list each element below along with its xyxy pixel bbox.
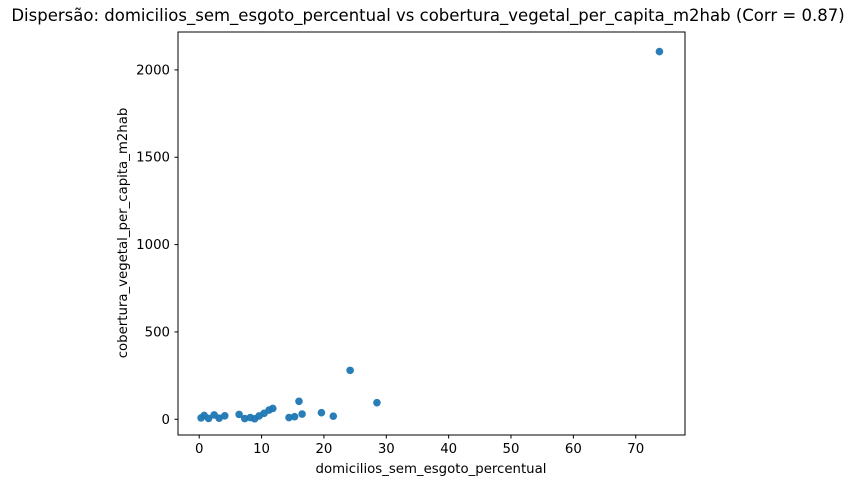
x-tick-label: 10 <box>253 442 270 457</box>
x-tick-label: 0 <box>195 442 203 457</box>
x-tick-label: 50 <box>503 442 520 457</box>
data-point <box>204 414 213 423</box>
y-tick-label: 1000 <box>136 238 170 253</box>
y-tick-label: 500 <box>145 325 170 340</box>
x-axis-ticks: 0 10 20 30 40 50 60 70 <box>195 435 644 457</box>
data-point <box>298 410 306 418</box>
data-point <box>240 414 249 423</box>
y-axis-label: cobertura_vegetal_per_capita_m2hab <box>116 108 131 359</box>
data-point <box>295 397 303 406</box>
data-point <box>317 408 326 417</box>
chart-title: Dispersão: domicilios_sem_esgoto_percent… <box>11 6 844 26</box>
y-axis-ticks: 0 500 1000 1500 2000 <box>136 63 178 428</box>
x-tick-label: 70 <box>627 442 644 457</box>
y-tick-label: 0 <box>162 413 170 428</box>
x-tick-label: 40 <box>440 442 457 457</box>
plot-area-spines <box>177 31 686 436</box>
data-point <box>220 411 229 420</box>
data-point <box>235 410 243 419</box>
data-point <box>285 413 293 422</box>
y-tick-label: 2000 <box>136 63 170 78</box>
data-point <box>268 404 277 413</box>
x-tick-label: 30 <box>378 442 395 457</box>
x-tick-label: 60 <box>565 442 582 457</box>
data-point <box>290 412 299 421</box>
x-axis-label: domicilios_sem_esgoto_percentual <box>316 462 547 477</box>
data-point <box>655 47 664 56</box>
x-tick-label: 20 <box>315 442 332 457</box>
y-tick-label: 1500 <box>136 151 170 166</box>
data-point <box>373 398 381 407</box>
data-point <box>346 366 354 375</box>
data-points-group <box>197 47 664 423</box>
data-point <box>329 412 338 420</box>
